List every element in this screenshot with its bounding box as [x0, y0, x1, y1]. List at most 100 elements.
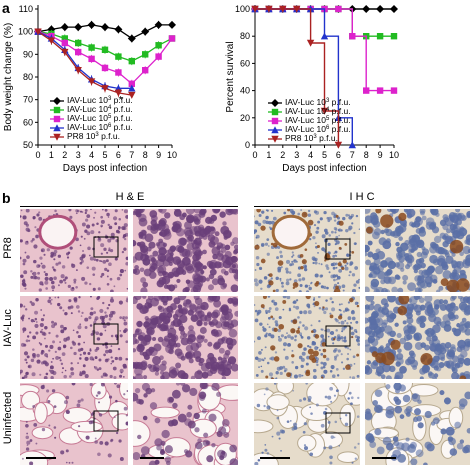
x-tick-label: 4 [308, 150, 313, 160]
data-point [61, 48, 69, 56]
legend-entry: IAV-Luc 103 p.f.u. [67, 95, 133, 105]
x-tick-label: 10 [389, 150, 399, 160]
data-point [142, 67, 149, 74]
y-tick-label: 80 [240, 31, 250, 41]
data-point [127, 34, 136, 43]
data-point [115, 53, 122, 60]
y-tick-label: 0 [245, 140, 250, 150]
data-point [155, 53, 162, 60]
data-point [306, 39, 315, 47]
data-point [335, 5, 342, 13]
x-tick-label: 4 [89, 150, 94, 160]
legend-entry: IAV-Luc 104 p.f.u. [67, 104, 133, 114]
legend-swatch-marker [271, 99, 279, 107]
x-tick-label: 7 [129, 150, 134, 160]
he-zoom-uninfected [133, 383, 238, 465]
x-tick-label: 2 [62, 150, 67, 160]
data-point [376, 33, 384, 40]
ihc-title-rule [254, 206, 470, 207]
y-tick-label: 80 [23, 72, 33, 82]
ihc-overview-iav-luc [254, 296, 360, 379]
y-tick-label: 110 [19, 4, 33, 14]
legend-swatch-marker [53, 133, 61, 141]
data-point [390, 33, 398, 40]
data-point [348, 141, 356, 149]
data-point [142, 51, 149, 58]
x-tick-label: 0 [35, 150, 40, 160]
data-point [128, 84, 136, 92]
data-point [155, 42, 162, 49]
ihc-title: I H C [349, 191, 375, 203]
legend-label: IAV-Luc 105 p.f.u. [67, 113, 133, 123]
legend-label: PR8 103 p.f.u. [285, 133, 338, 143]
data-point [101, 85, 109, 93]
x-tick-label: 9 [156, 150, 161, 160]
x-tick-label: 8 [364, 150, 369, 160]
data-point [101, 46, 109, 53]
data-point [114, 25, 123, 34]
x-tick-label: 1 [49, 150, 54, 160]
y-tick-label: 60 [23, 117, 33, 127]
x-tick-label: 7 [350, 150, 355, 160]
series-line [255, 8, 353, 145]
x-tick-label: 6 [116, 150, 121, 160]
he-overview-uninfected [20, 383, 128, 465]
data-point [128, 57, 135, 65]
panel-b-letter: b [2, 190, 11, 206]
y-tick-label: 100 [18, 27, 33, 37]
ihc-overview-uninfected [254, 383, 360, 465]
data-point [363, 87, 370, 94]
zoom-region-box [325, 412, 351, 434]
data-point [265, 5, 273, 13]
data-point [293, 5, 301, 13]
data-point [320, 32, 329, 40]
ihc-overview-pr8 [254, 209, 360, 292]
x-tick-label: 3 [294, 150, 299, 160]
data-point [390, 87, 398, 94]
series-5 [34, 28, 136, 99]
data-point [128, 91, 136, 99]
y-tick-label: 60 [240, 58, 250, 68]
data-point [88, 55, 95, 63]
he-title-rule [20, 206, 238, 207]
y-axis-label: Percent survival [225, 41, 236, 112]
legend: IAV-Luc 103 p.f.u.IAV-Luc 104 p.f.u.IAV-… [50, 95, 133, 141]
legend-swatch-marker [271, 126, 279, 134]
data-point [362, 5, 371, 13]
data-point [87, 20, 96, 29]
series-3 [34, 28, 176, 88]
data-point [61, 39, 68, 47]
legend-entry: PR8 103 p.f.u. [67, 131, 120, 141]
data-point [74, 23, 83, 32]
data-point [47, 37, 56, 45]
legend-label: IAV-Luc 103 p.f.u. [67, 95, 133, 105]
y-tick-label: 50 [23, 140, 33, 150]
y-tick-label: 90 [23, 49, 33, 59]
legend-swatch-marker [53, 115, 61, 123]
legend-entry: IAV-Luc 106 p.f.u. [285, 124, 351, 134]
data-point [61, 35, 68, 42]
data-point [88, 44, 95, 51]
legend-entry: PR8 103 p.f.u. [285, 133, 338, 143]
data-point [101, 23, 109, 32]
data-point [47, 25, 56, 34]
data-point [60, 23, 69, 32]
zoom-region-box [325, 238, 351, 260]
zoom-region-box [93, 236, 119, 258]
data-point [34, 28, 42, 36]
data-point [168, 35, 176, 42]
zoom-region-box [93, 323, 119, 345]
he-overview-pr8 [20, 209, 128, 292]
legend-swatch-marker [271, 108, 279, 116]
zoom-region-box [325, 325, 351, 347]
x-tick-label: 6 [336, 150, 341, 160]
y-tick-label: 20 [240, 113, 250, 123]
x-tick-label: 8 [143, 150, 148, 160]
legend-swatch-marker [53, 106, 61, 114]
data-point [349, 33, 356, 40]
x-tick-label: 5 [102, 150, 107, 160]
x-tick-label: 10 [167, 150, 177, 160]
x-tick-label: 1 [266, 150, 271, 160]
series-1 [34, 20, 176, 43]
legend-swatch-marker [271, 117, 279, 125]
